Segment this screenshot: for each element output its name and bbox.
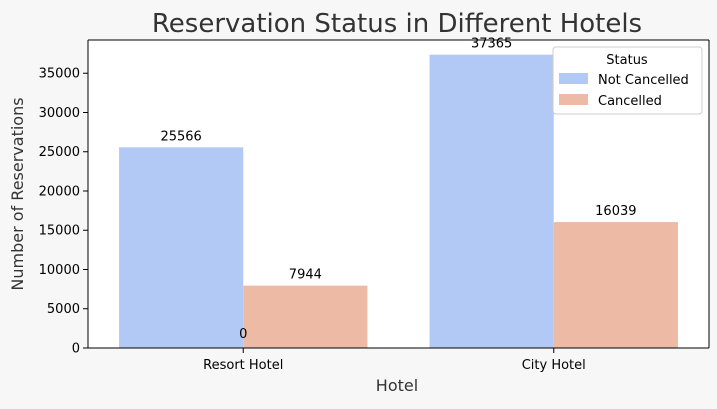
legend-frame <box>552 46 703 115</box>
zero-annotation-label: 0 <box>239 327 247 342</box>
bar-cancelled <box>553 222 678 348</box>
legend-swatch <box>559 94 588 105</box>
x-tick-label: Resort Hotel <box>203 358 283 373</box>
x-axis-ticks: Resort Hotel City Hotel <box>203 348 586 373</box>
bar-not-cancelled <box>119 147 244 348</box>
y-axis-ticks: 0 5000 10000 15000 20000 25000 30000 35000 <box>39 67 88 357</box>
legend-label: Cancelled <box>598 94 662 109</box>
y-axis-label: Number of Reservations <box>8 97 27 290</box>
bar-value-label: 16039 <box>595 204 636 219</box>
y-tick-label: 15000 <box>39 224 80 239</box>
y-tick-label: 5000 <box>47 302 80 317</box>
bar-not-cancelled <box>429 54 554 349</box>
y-tick-label: 20000 <box>39 184 80 199</box>
legend-label: Not Cancelled <box>598 73 689 88</box>
x-axis-label: Hotel <box>376 376 418 395</box>
chart-title: Reservation Status in Different Hotels <box>152 9 642 39</box>
y-tick-label: 25000 <box>39 145 80 160</box>
y-tick-label: 0 <box>72 342 80 357</box>
y-tick-label: 35000 <box>39 67 80 82</box>
y-tick-label: 10000 <box>39 263 80 278</box>
legend-items: Not Cancelled Cancelled <box>559 73 689 109</box>
legend-swatch <box>559 73 588 84</box>
bars-group <box>119 54 678 349</box>
legend-title: Status <box>606 53 648 68</box>
legend: Status Not Cancelled Cancelled <box>552 46 703 115</box>
bar-value-label: 7944 <box>289 268 322 283</box>
y-tick-label: 30000 <box>39 106 80 121</box>
x-tick-label: City Hotel <box>522 358 586 373</box>
bar-value-label: 25566 <box>160 129 201 144</box>
bar-cancelled <box>243 285 368 348</box>
